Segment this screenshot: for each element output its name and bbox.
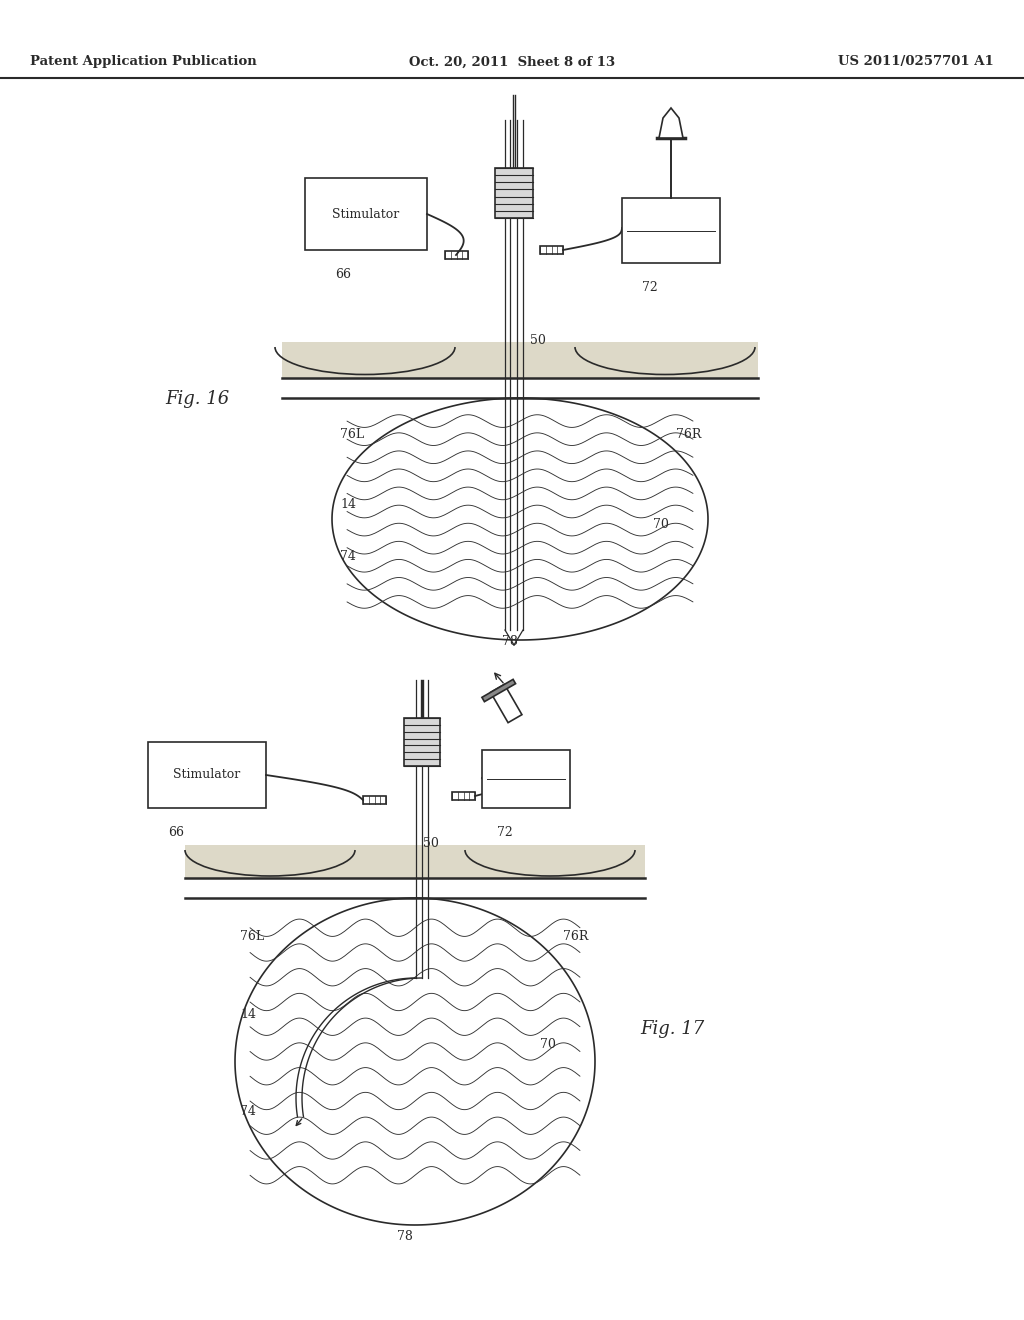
Bar — [495, 168, 534, 218]
Polygon shape — [332, 399, 708, 640]
Bar — [404, 718, 440, 766]
Text: 72: 72 — [497, 826, 513, 840]
Text: 70: 70 — [540, 1038, 556, 1051]
Text: 14: 14 — [340, 498, 356, 511]
Bar — [482, 750, 570, 808]
Bar — [362, 796, 386, 804]
Text: 50: 50 — [423, 837, 439, 850]
Text: 76R: 76R — [676, 428, 701, 441]
Text: Stimulator: Stimulator — [333, 207, 399, 220]
Bar — [452, 792, 475, 800]
Text: 70: 70 — [653, 517, 669, 531]
Polygon shape — [659, 108, 683, 139]
Text: 72: 72 — [642, 281, 657, 294]
Text: 66: 66 — [335, 268, 351, 281]
Bar — [622, 198, 720, 263]
Bar — [282, 342, 758, 378]
Text: 76L: 76L — [340, 428, 365, 441]
Bar — [540, 246, 563, 253]
Text: Fig. 17: Fig. 17 — [640, 1020, 705, 1038]
Bar — [185, 845, 645, 878]
Bar — [445, 251, 468, 259]
Text: 76R: 76R — [563, 931, 589, 942]
Text: 74: 74 — [240, 1105, 256, 1118]
Text: Fig. 16: Fig. 16 — [165, 389, 229, 408]
Text: 78: 78 — [397, 1230, 413, 1243]
Bar — [305, 178, 427, 249]
Polygon shape — [236, 898, 595, 1225]
Text: 66: 66 — [168, 826, 184, 840]
Text: US 2011/0257701 A1: US 2011/0257701 A1 — [839, 55, 994, 69]
Text: Oct. 20, 2011  Sheet 8 of 13: Oct. 20, 2011 Sheet 8 of 13 — [409, 55, 615, 69]
Polygon shape — [482, 680, 516, 702]
Text: 78: 78 — [502, 635, 518, 648]
Text: 76L: 76L — [240, 931, 264, 942]
Text: Stimulator: Stimulator — [173, 768, 241, 781]
Text: Patent Application Publication: Patent Application Publication — [30, 55, 257, 69]
Bar — [148, 742, 266, 808]
Polygon shape — [490, 684, 522, 722]
Text: 50: 50 — [530, 334, 546, 347]
Text: 74: 74 — [340, 550, 356, 564]
Text: 14: 14 — [240, 1008, 256, 1020]
